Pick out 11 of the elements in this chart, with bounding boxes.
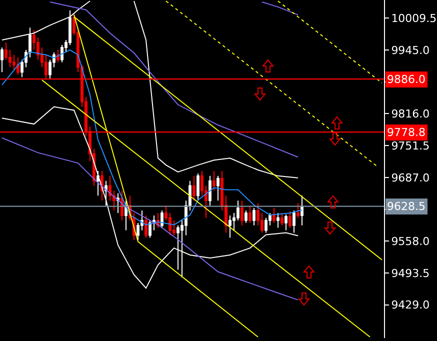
y-tick-label: 9493.5 xyxy=(391,266,430,280)
y-tick-label: 10009.5 xyxy=(391,12,437,25)
y-tick-label: 9751.5 xyxy=(391,139,430,152)
y-tick-label: 9687.0 xyxy=(391,171,430,184)
y-tick-label: 9816.0 xyxy=(391,108,430,120)
y-tick-label: 9558.0 xyxy=(391,235,430,248)
ref-line-label: 9628.5 xyxy=(387,200,426,213)
y-tick-label: 9945.0 xyxy=(391,44,430,57)
ref-line-label: 9886.0 xyxy=(387,73,426,86)
ref-line-label: 9778.8 xyxy=(387,126,426,139)
y-tick-label: 9429.0 xyxy=(391,298,430,312)
